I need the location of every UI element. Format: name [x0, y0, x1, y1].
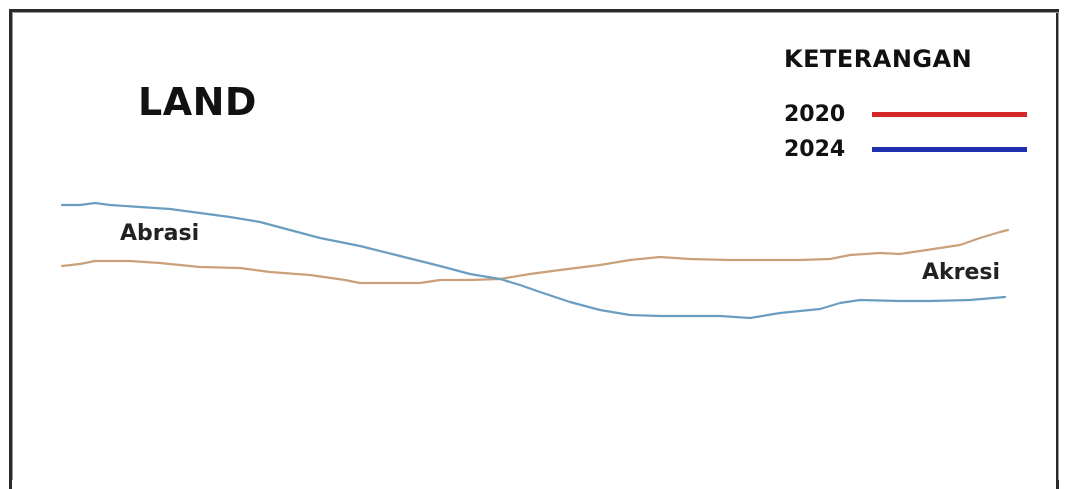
legend-item-2024: 2024	[784, 134, 1027, 164]
diagram-frame	[9, 9, 1059, 489]
diagram-title: LAND	[138, 80, 257, 124]
legend-label-2020: 2020	[784, 101, 846, 127]
shoreline-line-tan	[60, 228, 1010, 285]
legend-title: KETERANGAN	[784, 45, 973, 73]
legend-swatch-2020	[872, 111, 1027, 117]
diagram-inner-border	[12, 12, 1059, 480]
shoreline-line-blue	[60, 201, 1007, 320]
legend-label-2024: 2024	[784, 136, 846, 162]
annotation-akresi: Akresi	[922, 260, 1001, 285]
legend-swatch-2024	[872, 146, 1027, 152]
annotation-abrasi: Abrasi	[120, 221, 200, 246]
legend-item-2020: 2020	[784, 99, 1027, 129]
